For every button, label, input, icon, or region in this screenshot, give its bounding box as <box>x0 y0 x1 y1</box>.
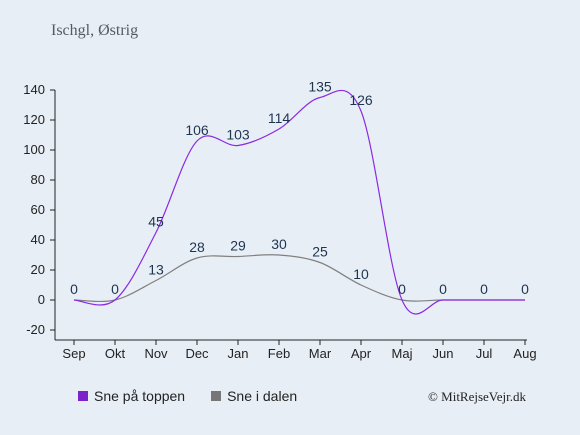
y-tick-label: 60 <box>31 202 45 217</box>
x-tick-label: Maj <box>392 346 413 361</box>
chart-data-labels: 0 0 45 106 103 114 135 126 0 0 0 0 13 28 29 30 25 10 <box>70 79 529 298</box>
y-tick-label: -20 <box>26 322 45 337</box>
y-tick-label: 120 <box>23 112 45 127</box>
location-title: Ischgl, Østrig <box>51 22 139 39</box>
data-label-top: 126 <box>349 92 373 108</box>
legend-label-valley: Sne i dalen <box>227 388 298 404</box>
data-label-valley: 28 <box>189 239 205 255</box>
data-label-top: 0 <box>70 281 78 297</box>
data-label-top: 45 <box>148 214 164 230</box>
data-label-top: 135 <box>308 79 332 95</box>
data-label-valley: 30 <box>271 236 287 252</box>
x-tick-label: Aug <box>513 346 536 361</box>
data-label-valley: 29 <box>230 238 246 254</box>
y-tick-label: 80 <box>31 172 45 187</box>
y-tick-label: 20 <box>31 262 45 277</box>
y-tick-label: 0 <box>38 292 45 307</box>
data-label-top: 106 <box>185 122 209 138</box>
data-label-top: 114 <box>268 110 291 126</box>
x-tick-label: Feb <box>268 346 290 361</box>
legend-item-top: Sne på toppen <box>78 388 185 404</box>
x-tick-label: Nov <box>144 346 168 361</box>
legend-label-top: Sne på toppen <box>94 388 186 404</box>
x-tick-label: Jul <box>476 346 493 361</box>
series-line-top <box>73 89 525 315</box>
data-label-top: 0 <box>521 281 529 297</box>
x-tick-label: Jan <box>228 346 249 361</box>
data-label-top: 0 <box>480 281 488 297</box>
legend-swatch-valley <box>211 391 222 401</box>
y-tick-label: 100 <box>23 142 45 157</box>
y-tick-label: 40 <box>31 232 45 247</box>
x-tick-label: Sep <box>62 346 85 361</box>
x-tick-label: Okt <box>105 346 126 361</box>
x-tick-label: Jun <box>433 346 454 361</box>
chart-lines <box>73 89 525 315</box>
legend-item-valley: Sne i dalen <box>211 388 297 404</box>
data-label-valley: 13 <box>148 262 164 278</box>
site-credit: © MitRejseVejr.dk <box>428 389 526 404</box>
data-label-top: 0 <box>111 281 119 297</box>
data-label-top: 0 <box>439 281 447 297</box>
legend-swatch-top <box>78 391 88 401</box>
x-tick-label: Dec <box>185 346 209 361</box>
y-tick-label: 140 <box>23 82 45 97</box>
x-tick-label: Apr <box>351 346 372 361</box>
data-label-valley: 10 <box>353 266 369 282</box>
x-tick-label: Mar <box>309 346 332 361</box>
data-label-top: 0 <box>398 281 406 297</box>
data-label-valley: 25 <box>312 244 328 260</box>
chart-legend: Sne på toppen Sne i dalen <box>78 388 323 404</box>
data-label-top: 103 <box>226 127 250 143</box>
